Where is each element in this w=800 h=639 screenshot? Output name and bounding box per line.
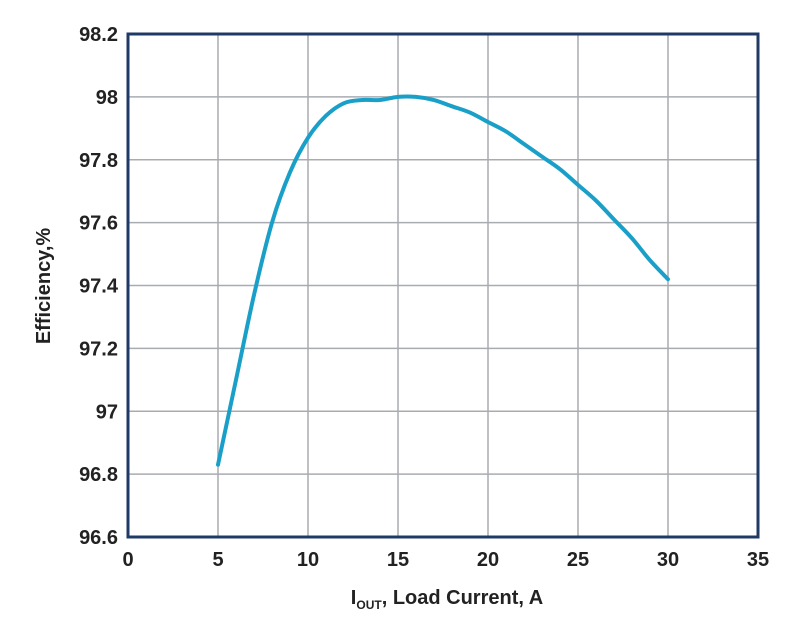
- x-axis-label-main: I: [351, 587, 357, 609]
- x-axis-label-sub: OUT: [356, 598, 382, 612]
- x-tick-label: 15: [387, 549, 409, 571]
- x-tick-label: 10: [297, 549, 319, 571]
- x-tick-label: 35: [747, 549, 769, 571]
- y-tick-label: 98.2: [79, 24, 118, 46]
- x-axis-label: IOUT, Load Current, A: [351, 587, 543, 612]
- y-axis-label: Efficiency,%: [33, 228, 55, 345]
- efficiency-line: [216, 94, 670, 467]
- x-tick-label: 30: [657, 549, 679, 571]
- x-tick-label: 20: [477, 549, 499, 571]
- y-tick-label: 97.4: [79, 276, 119, 298]
- y-tick-label: 96.6: [79, 527, 118, 549]
- y-tick-label: 97.2: [79, 338, 118, 360]
- x-tick-label: 5: [212, 549, 223, 571]
- y-tick-label: 97.6: [79, 213, 118, 235]
- x-tick-labels: 0 5 10 15 20 25 30 35: [122, 549, 769, 571]
- y-tick-labels: 96.6 96.8 97 97.2 97.4 97.6 97.8 98 98.2: [79, 24, 119, 549]
- y-tick-label: 98: [96, 87, 118, 109]
- grid: [128, 34, 758, 537]
- y-tick-label: 97: [96, 401, 118, 423]
- y-tick-label: 96.8: [79, 464, 118, 486]
- x-tick-label: 25: [567, 549, 589, 571]
- plot-frame: [126, 32, 760, 539]
- series-group: [216, 94, 670, 467]
- y-tick-label: 97.8: [79, 150, 118, 172]
- x-axis-label-rest: , Load Current, A: [382, 587, 543, 609]
- x-tick-label: 0: [122, 549, 133, 571]
